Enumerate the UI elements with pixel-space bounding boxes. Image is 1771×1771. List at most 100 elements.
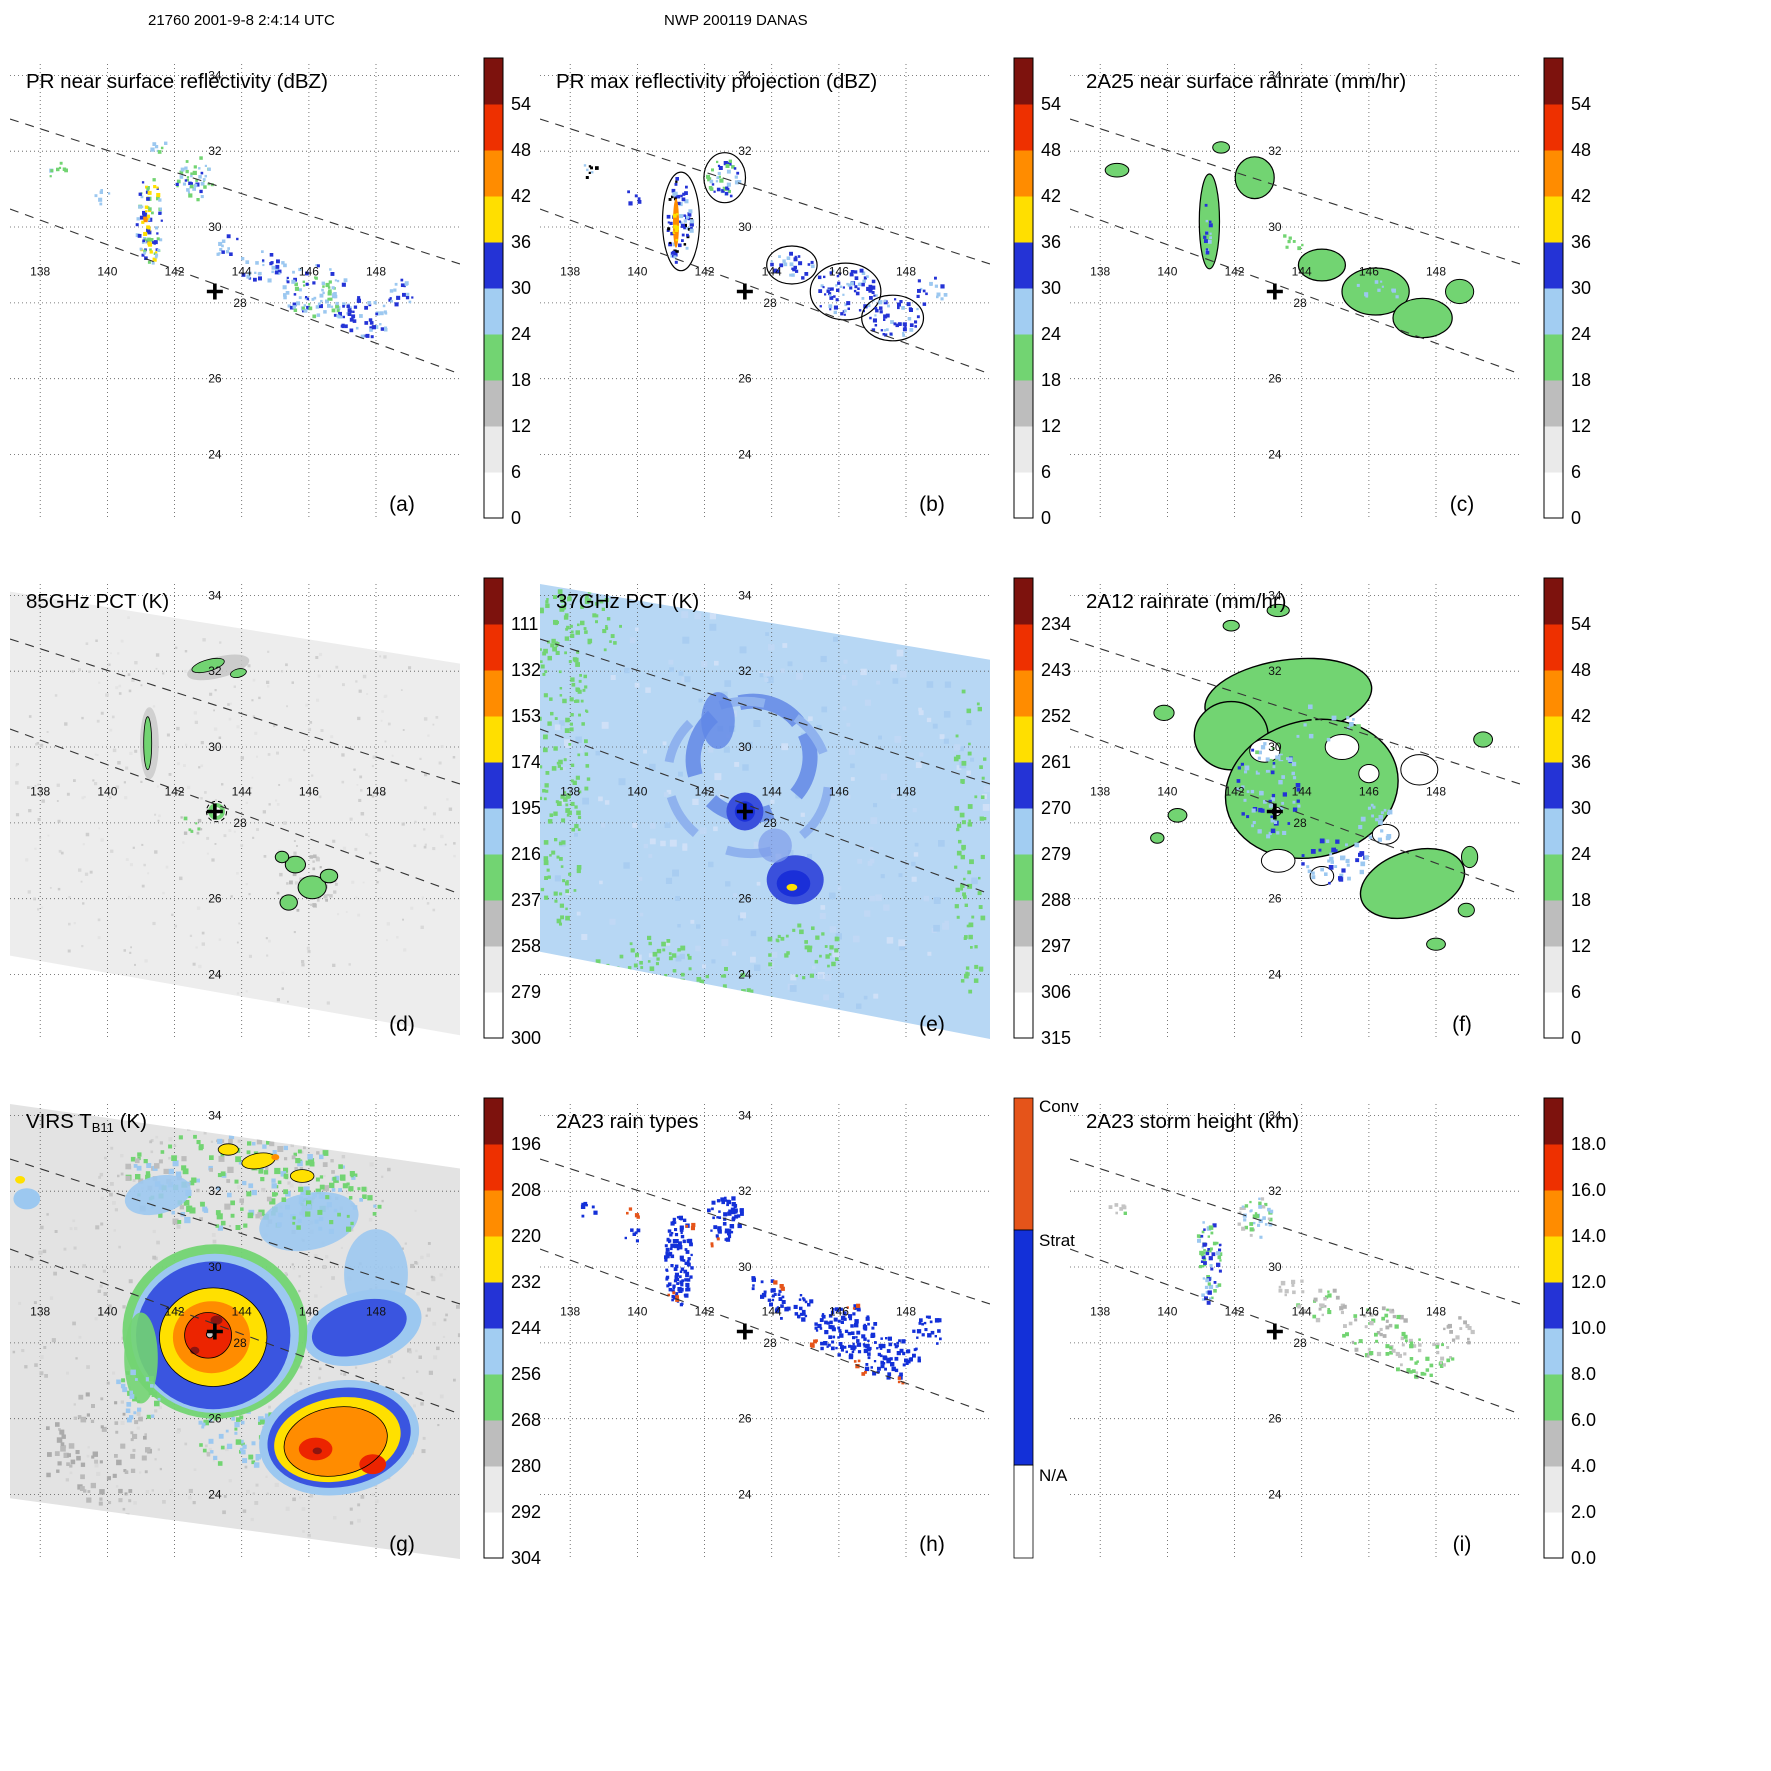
speckle [144, 256, 148, 260]
speckle [1377, 288, 1381, 292]
speckle [382, 792, 386, 796]
speckle [352, 310, 355, 313]
speckle [125, 1513, 130, 1518]
speckle [1363, 1314, 1367, 1318]
speckle [343, 278, 348, 283]
speckle [212, 1459, 215, 1462]
speckle [556, 761, 560, 765]
speckle [303, 749, 306, 752]
speckle [311, 774, 314, 777]
speckle [961, 760, 967, 766]
speckle [266, 1140, 271, 1145]
speckle [1266, 834, 1271, 839]
speckle [884, 1367, 887, 1371]
speckle [587, 641, 591, 645]
speckle [880, 874, 885, 879]
speckle [897, 306, 900, 310]
speckle [426, 1253, 430, 1258]
speckle [1412, 1344, 1417, 1348]
speckle [120, 1443, 126, 1449]
speckle [193, 1468, 197, 1471]
speckle [267, 278, 272, 283]
speckle [176, 762, 180, 766]
speckle [570, 630, 574, 634]
speckle [689, 222, 694, 227]
speckle [543, 856, 549, 861]
speckle [222, 1510, 226, 1515]
field-blob [766, 245, 818, 285]
speckle [183, 1200, 190, 1206]
speckle [1297, 1304, 1302, 1309]
speckle [203, 185, 207, 189]
speckle [367, 835, 370, 838]
speckle [581, 722, 585, 726]
colorbar-tick: 18 [511, 370, 531, 390]
speckle [854, 270, 858, 274]
speckle [279, 872, 283, 877]
speckle [272, 1150, 277, 1155]
speckle [162, 1500, 166, 1504]
speckle [1355, 858, 1360, 863]
speckle [577, 623, 580, 627]
speckle [1401, 1331, 1406, 1336]
speckle [275, 799, 278, 802]
speckle [734, 1214, 739, 1219]
speckle [533, 799, 536, 802]
speckle [570, 677, 575, 682]
speckle [146, 228, 151, 233]
speckle [1209, 1250, 1212, 1253]
speckle [286, 705, 288, 708]
speckle [259, 1419, 265, 1425]
speckle [954, 865, 958, 869]
speckle [436, 1346, 440, 1351]
speckle [234, 1421, 240, 1428]
speckle [692, 798, 699, 805]
speckle [809, 973, 814, 978]
colorbar-tick: 24 [1571, 844, 1591, 864]
speckle [890, 1362, 895, 1367]
speckle [675, 238, 678, 242]
speckle [649, 966, 655, 971]
colorbar-tick: 234 [1041, 614, 1071, 634]
lon-label: 148 [366, 265, 386, 279]
colorbar-band [484, 992, 503, 1039]
speckle [135, 1378, 138, 1381]
speckle [1252, 821, 1256, 825]
speckle [1425, 1368, 1430, 1372]
speckle [979, 816, 984, 821]
speckle [154, 1409, 158, 1413]
speckle [426, 902, 430, 905]
colorbar-band [1544, 196, 1563, 243]
speckle [1443, 1327, 1446, 1331]
speckle [870, 1332, 876, 1338]
speckle [1335, 1295, 1340, 1300]
speckle [1263, 742, 1267, 746]
speckle [680, 223, 685, 228]
speckle [968, 742, 971, 746]
speckle [155, 251, 158, 254]
speckle [1268, 1217, 1273, 1222]
panel-b: 138 140 142 144 146 148 24 26 28 30 32 34 PR max ref… [530, 34, 1061, 554]
speckle [277, 1180, 282, 1185]
speckle [658, 1018, 662, 1022]
speckle [60, 851, 64, 855]
speckle [66, 1371, 69, 1375]
lon-label: 148 [1426, 265, 1446, 279]
colorbar-frame [483, 577, 504, 1039]
speckle [670, 254, 674, 258]
speckle [716, 160, 719, 164]
speckle [648, 854, 653, 858]
speckle [98, 827, 101, 830]
speckle [770, 262, 774, 267]
speckle [125, 1163, 131, 1170]
panel-letter: (b) [919, 493, 945, 516]
lon-label: 140 [97, 1305, 117, 1319]
speckle [155, 248, 159, 251]
panel-title: 2A23 storm height (km) [1086, 1110, 1299, 1133]
lat-label: 26 [1268, 372, 1282, 386]
speckle [337, 913, 340, 916]
speckle [387, 1167, 391, 1172]
storm-center-marker [736, 283, 753, 300]
speckle [1343, 1324, 1347, 1328]
speckle [1369, 1321, 1374, 1326]
